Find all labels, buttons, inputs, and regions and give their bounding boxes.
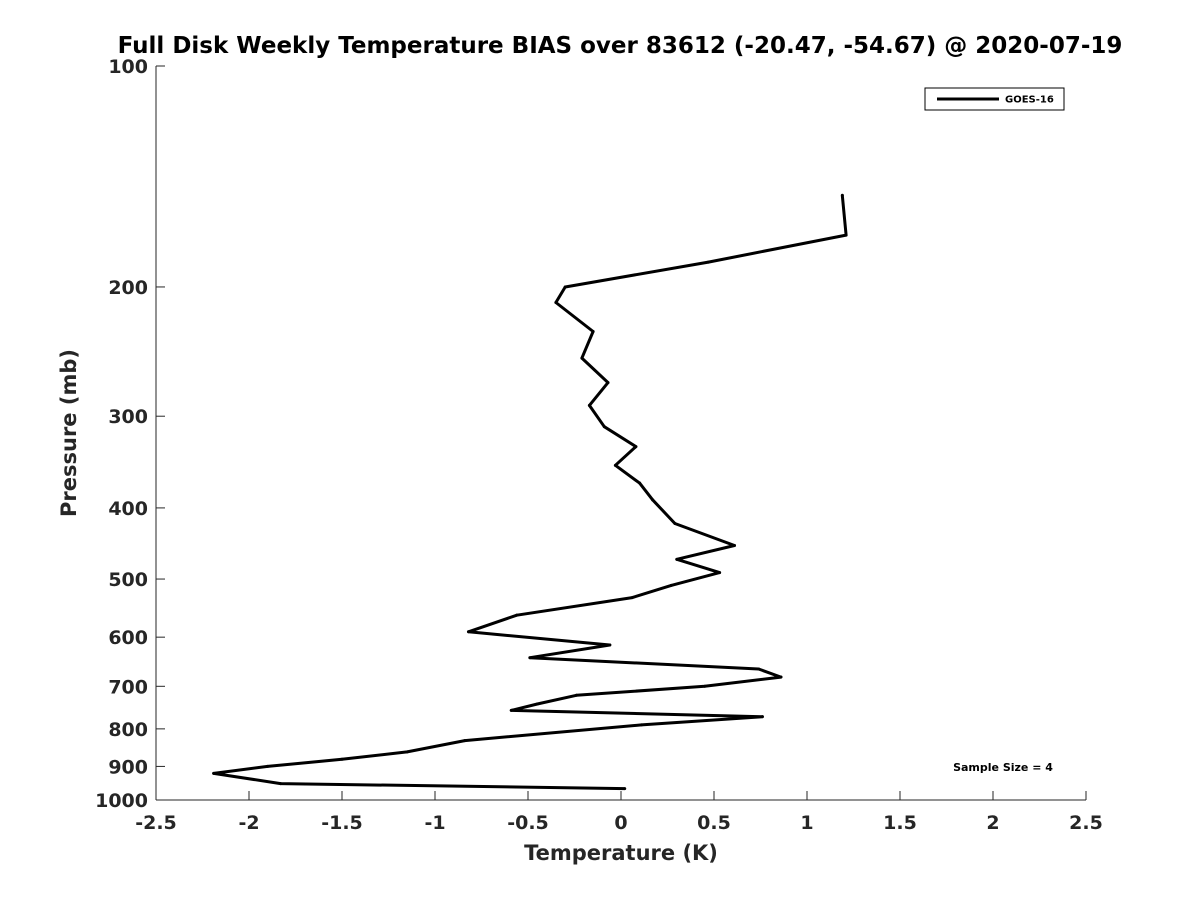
data-point	[606, 381, 610, 385]
data-point	[613, 463, 617, 467]
x-tick-label: 2	[986, 812, 999, 834]
data-point	[340, 757, 344, 761]
data-point	[554, 301, 558, 305]
data-point	[638, 481, 642, 485]
data-point	[602, 425, 606, 429]
data-point	[732, 543, 736, 547]
data-point	[528, 656, 532, 660]
data-point	[608, 643, 612, 647]
data-point	[563, 285, 567, 289]
data-point	[639, 723, 643, 727]
data-point	[779, 675, 783, 679]
y-tick-label: 800	[108, 719, 148, 741]
y-tick-label: 1000	[95, 790, 148, 812]
x-tick-label: -1.5	[321, 812, 363, 834]
x-tick-label: -0.5	[507, 812, 549, 834]
data-point	[405, 750, 409, 754]
data-point	[840, 193, 844, 197]
data-point	[580, 356, 584, 360]
y-axis-label: Pressure (mb)	[57, 349, 81, 517]
y-tick-label: 600	[108, 627, 148, 649]
y-tick-label: 400	[108, 498, 148, 520]
data-point	[844, 233, 848, 237]
y-tick-label: 700	[108, 676, 148, 698]
x-tick-label: -2.5	[135, 812, 177, 834]
data-point	[706, 260, 710, 264]
x-axis-label: Temperature (K)	[524, 841, 718, 865]
data-point	[669, 583, 673, 587]
data-point	[703, 684, 707, 688]
data-point	[515, 613, 519, 617]
y-tick-label: 300	[108, 406, 148, 428]
sample-size-annotation: Sample Size = 4	[953, 761, 1053, 774]
y-tick-label: 100	[108, 56, 148, 78]
y-tick-label: 200	[108, 277, 148, 299]
x-tick-label: 0.5	[697, 812, 731, 834]
y-tick-label: 900	[108, 756, 148, 778]
y-ticks: 100 200 300 400 500 600 700 800 900 1000	[95, 56, 165, 812]
x-tick-label: -1	[424, 812, 445, 834]
legend: GOES-16	[924, 87, 1065, 111]
data-point	[535, 702, 539, 706]
data-point	[509, 708, 513, 712]
data-point	[212, 771, 216, 775]
data-point	[651, 498, 655, 502]
x-tick-label: -2	[238, 812, 259, 834]
data-point	[279, 782, 283, 786]
data-point	[591, 330, 595, 334]
chart-title: Full Disk Weekly Temperature BIAS over 8…	[118, 33, 1123, 59]
data-point	[675, 557, 679, 561]
x-tick-label: 0	[614, 812, 627, 834]
data-point	[574, 693, 578, 697]
data-point	[757, 667, 761, 671]
data-point	[634, 445, 638, 449]
series-points	[212, 193, 848, 791]
x-tick-label: 1	[800, 812, 813, 834]
x-tick-label: 1.5	[883, 812, 917, 834]
data-point	[463, 739, 467, 743]
data-point	[466, 630, 470, 634]
x-tick-label: 2.5	[1069, 812, 1103, 834]
legend-label-goes-16: GOES-16	[1005, 95, 1054, 106]
data-point	[630, 596, 634, 600]
data-point	[760, 715, 764, 719]
y-tick-label: 500	[108, 569, 148, 591]
data-point	[718, 571, 722, 575]
data-point	[587, 403, 591, 407]
x-ticks: -2.5 -2 -1.5 -1 -0.5 0 0.5 1 1.5 2 2.5	[135, 791, 1103, 834]
data-point	[623, 787, 627, 791]
data-point	[673, 521, 677, 525]
data-point	[266, 764, 270, 768]
